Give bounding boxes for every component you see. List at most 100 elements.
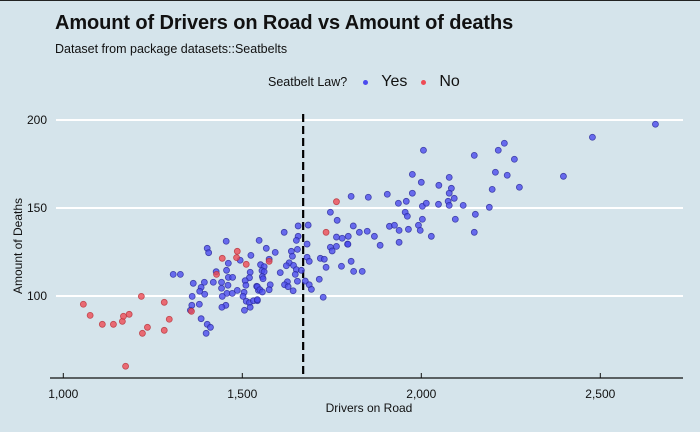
y-ticks: 100 150 200 xyxy=(27,113,47,303)
data-point-yes xyxy=(405,225,412,233)
data-point-yes xyxy=(338,234,346,242)
data-point-yes xyxy=(350,267,358,275)
data-point-yes xyxy=(224,259,232,267)
data-point-no xyxy=(333,198,340,206)
data-point-yes xyxy=(319,293,327,301)
chart-subtitle: Dataset from package datasets::Seatbelts xyxy=(55,42,288,56)
legend-dot-no xyxy=(421,79,427,85)
x-tick-label: 2,500 xyxy=(585,387,615,401)
data-point-yes xyxy=(202,329,210,337)
data-point-yes xyxy=(416,226,424,234)
data-point-yes xyxy=(422,199,430,207)
legend-label-yes: Yes xyxy=(381,73,408,90)
data-point-yes xyxy=(297,266,305,274)
window-top-border xyxy=(0,0,700,1)
data-point-yes xyxy=(326,208,334,216)
data-point-yes xyxy=(589,133,596,141)
data-point-yes xyxy=(403,212,411,220)
data-point-yes xyxy=(176,270,184,278)
chart-title: Amount of Drivers on Road vs Amount of d… xyxy=(55,12,514,34)
data-point-yes xyxy=(355,228,363,236)
x-ticks: 1,000 1,500 2,000 2,500 xyxy=(48,373,616,401)
data-point-yes xyxy=(402,197,410,205)
data-point-yes xyxy=(459,201,467,209)
data-point-yes xyxy=(338,262,345,270)
data-point-no xyxy=(233,247,241,255)
data-point-no xyxy=(165,315,173,323)
data-point-yes xyxy=(363,227,371,235)
data-point-yes xyxy=(435,200,442,208)
data-point-no xyxy=(160,326,168,334)
series-yes xyxy=(169,120,659,337)
gridlines xyxy=(56,119,683,297)
data-point-yes xyxy=(294,245,301,253)
data-point-yes xyxy=(253,296,261,304)
legend-item-no: No xyxy=(421,73,460,91)
data-point-no xyxy=(122,362,129,370)
data-point-yes xyxy=(241,306,248,314)
data-point-yes xyxy=(358,267,366,275)
data-point-yes xyxy=(470,151,478,159)
data-point-yes xyxy=(197,315,205,323)
data-point-yes xyxy=(262,244,270,252)
data-point-yes xyxy=(427,232,435,240)
data-point-yes xyxy=(435,181,443,189)
data-point-yes xyxy=(376,241,384,249)
data-point-no xyxy=(218,254,226,262)
data-point-yes xyxy=(344,232,352,240)
legend-dot-yes xyxy=(363,79,369,85)
data-point-yes xyxy=(320,255,328,263)
data-point-no xyxy=(79,300,87,308)
data-point-yes xyxy=(218,284,225,292)
data-point-yes xyxy=(510,155,518,163)
data-point-yes xyxy=(188,292,196,300)
data-point-yes xyxy=(294,222,302,230)
legend-title: Seatbelt Law? xyxy=(268,75,348,89)
data-point-no xyxy=(137,292,145,300)
data-point-no xyxy=(322,228,330,236)
data-point-yes xyxy=(347,192,355,200)
data-point-yes xyxy=(445,173,453,181)
data-point-no xyxy=(188,307,195,315)
data-point-no xyxy=(242,260,250,268)
data-point-yes xyxy=(289,287,297,295)
data-point-yes xyxy=(494,146,502,154)
data-point-yes xyxy=(207,323,214,331)
data-point-yes xyxy=(289,252,296,260)
data-point-yes xyxy=(391,221,398,229)
data-point-yes xyxy=(224,281,232,289)
data-point-no xyxy=(86,311,94,319)
data-point-yes xyxy=(488,185,496,193)
data-point-yes xyxy=(291,270,299,278)
data-point-yes xyxy=(304,221,312,229)
data-point-yes xyxy=(246,303,254,311)
data-point-no xyxy=(233,254,240,262)
data-point-yes xyxy=(451,215,459,223)
data-point-yes xyxy=(239,292,247,300)
x-tick-label: 1,500 xyxy=(227,387,257,401)
data-point-yes xyxy=(417,178,425,186)
data-point-yes xyxy=(315,275,323,283)
data-point-yes xyxy=(284,283,292,291)
data-point-yes xyxy=(229,273,237,281)
data-point-yes xyxy=(247,251,255,259)
data-point-yes xyxy=(303,240,311,248)
data-point-yes xyxy=(344,240,352,248)
legend: Seatbelt Law? Yes No xyxy=(268,73,474,91)
data-point-yes xyxy=(218,303,226,311)
data-point-yes xyxy=(408,189,416,197)
data-point-yes xyxy=(255,236,263,244)
x-axis-title: Drivers on Road xyxy=(326,401,413,415)
data-point-yes xyxy=(328,247,336,255)
data-point-yes xyxy=(205,249,213,257)
data-point-yes xyxy=(265,286,273,294)
y-axis-title: Amount of Deaths xyxy=(11,198,25,294)
data-point-yes xyxy=(383,190,391,198)
data-point-yes xyxy=(195,300,203,308)
data-point-yes xyxy=(292,236,300,244)
data-point-yes xyxy=(408,170,416,178)
data-point-yes xyxy=(276,269,284,276)
data-point-no xyxy=(265,257,273,265)
data-point-yes xyxy=(259,275,267,283)
